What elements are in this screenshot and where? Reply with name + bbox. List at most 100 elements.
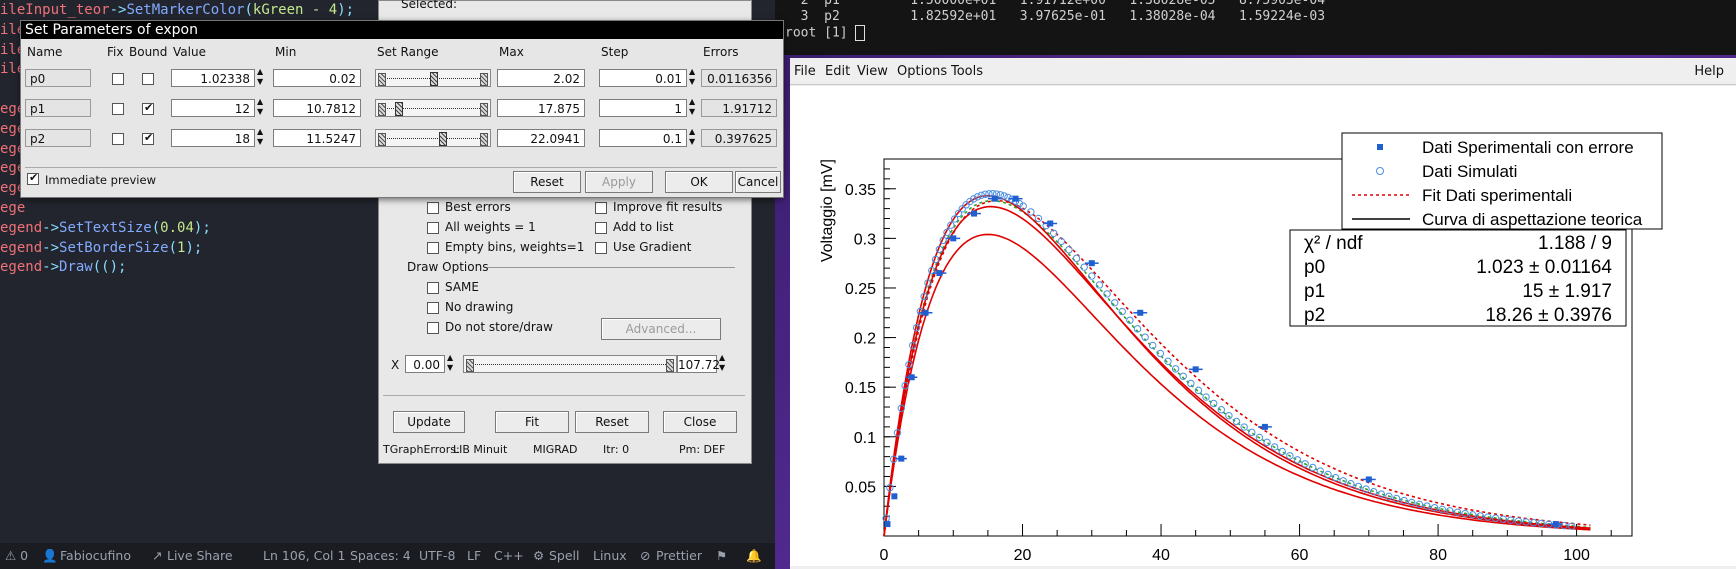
- improve-fit-checkbox[interactable]: [595, 202, 607, 214]
- param-fix-checkbox[interactable]: [112, 103, 124, 115]
- do-not-store-checkbox[interactable]: [427, 322, 439, 334]
- param-max-field[interactable]: 17.875: [497, 99, 585, 117]
- simulated-point: [1034, 214, 1043, 223]
- header-set-range: Set Range: [377, 45, 439, 59]
- immediate-preview-label: Immediate preview: [45, 173, 156, 187]
- dialog-reset-button[interactable]: Reset: [513, 171, 581, 193]
- param-value-spin[interactable]: [256, 127, 267, 147]
- code-token-pre: ege: [0, 120, 26, 137]
- dialog-ok-button[interactable]: OK: [665, 171, 733, 193]
- param-max-field[interactable]: 2.02: [497, 69, 585, 87]
- param-bound-checkbox[interactable]: ✔: [142, 131, 154, 145]
- menu-file[interactable]: File: [794, 64, 816, 79]
- user-icon: 👤: [42, 548, 58, 563]
- indentation[interactable]: Spaces: 4: [350, 548, 411, 563]
- do-not-store-label: Do not store/draw: [445, 320, 553, 334]
- no-drawing-checkbox[interactable]: [427, 302, 439, 314]
- param-step-spin[interactable]: [688, 67, 699, 87]
- dialog-apply-button[interactable]: Apply: [585, 171, 653, 193]
- param-max-field[interactable]: 22.0941: [497, 129, 585, 147]
- param-value-spin[interactable]: [256, 97, 267, 117]
- param-step-field[interactable]: 0.1: [599, 129, 687, 147]
- encoding[interactable]: UTF-8: [419, 548, 456, 563]
- menu-view[interactable]: View: [857, 64, 888, 79]
- simulated-point: [912, 323, 921, 332]
- param-name: p2: [25, 129, 91, 147]
- x-min-spin[interactable]: [446, 353, 457, 373]
- param-step-spin[interactable]: [688, 127, 699, 147]
- param-bound-checkbox[interactable]: [142, 73, 154, 85]
- menu-tools[interactable]: Tools: [951, 64, 984, 79]
- x-range-slider[interactable]: [463, 355, 677, 373]
- terminal[interactable]: 2 p1 1.50000e+01 1.91712e+00 1.38028e-05…: [775, 0, 1736, 55]
- menu-options[interactable]: Options: [897, 64, 948, 79]
- param-fix-checkbox[interactable]: [112, 73, 124, 85]
- no-drawing-label: No drawing: [445, 300, 514, 314]
- param-fix-checkbox[interactable]: [112, 133, 124, 145]
- x-max-field[interactable]: 107.72: [677, 355, 720, 373]
- simulated-point: [973, 193, 982, 201]
- simulated-point: [1015, 199, 1024, 208]
- simulated-point: [1514, 517, 1523, 525]
- add-to-list-checkbox[interactable]: [595, 222, 607, 234]
- param-range-slider[interactable]: [375, 129, 491, 147]
- empty-bins-checkbox[interactable]: [427, 242, 439, 254]
- live-share-button[interactable]: Live Share: [167, 548, 233, 563]
- dialog-cancel-button[interactable]: Cancel: [735, 171, 781, 193]
- update-button[interactable]: Update: [393, 411, 465, 433]
- simulated-point: [1171, 365, 1180, 373]
- param-range-slider[interactable]: [375, 99, 491, 117]
- language-mode[interactable]: C++: [494, 548, 524, 563]
- simulated-point: [1446, 507, 1454, 515]
- x-max-spin[interactable]: [718, 353, 729, 373]
- code-token-pre: egend: [0, 239, 43, 256]
- close-button[interactable]: Close: [663, 411, 737, 433]
- status-graph-type: TGraphErrors:: [383, 443, 460, 456]
- advanced-button[interactable]: Advanced...: [601, 318, 721, 340]
- simulated-point: [1362, 485, 1370, 493]
- param-step-field[interactable]: 1: [599, 99, 687, 117]
- y-tick-label: 0.05: [845, 479, 876, 496]
- param-step-field[interactable]: 0.01: [599, 69, 687, 87]
- notifications-icon[interactable]: 🔔: [746, 548, 762, 563]
- use-gradient-checkbox[interactable]: [595, 242, 607, 254]
- param-value-spin[interactable]: [256, 67, 267, 87]
- code-line: ege: [0, 180, 25, 196]
- simulated-point: [1568, 522, 1576, 530]
- same-checkbox[interactable]: [427, 282, 439, 294]
- experimental-point: [908, 374, 915, 381]
- menu-edit[interactable]: Edit: [825, 64, 851, 79]
- param-min-field[interactable]: 0.02: [273, 69, 361, 87]
- param-range-slider[interactable]: [375, 69, 491, 87]
- fit-button[interactable]: Fit: [495, 411, 569, 433]
- immediate-preview-checkbox[interactable]: ✔: [27, 171, 39, 185]
- end-of-line[interactable]: LF: [467, 548, 482, 563]
- spell-checker[interactable]: Spell: [549, 548, 580, 563]
- user-account[interactable]: Fabiocufino: [60, 548, 131, 563]
- best-errors-checkbox[interactable]: [427, 202, 439, 214]
- simulated-point: [1491, 514, 1500, 522]
- problems-indicator[interactable]: ⚠ 0: [5, 548, 29, 563]
- cursor-position[interactable]: Ln 106, Col 1: [263, 548, 346, 563]
- prettier-status[interactable]: Prettier: [656, 548, 702, 563]
- feedback-icon[interactable]: ⚑: [716, 548, 728, 563]
- x-min-field[interactable]: 0.00: [405, 355, 445, 373]
- os-indicator[interactable]: Linux: [593, 548, 627, 563]
- terminal-row-p2: 3 p2 1.82592e+01 3.97625e-01 1.38028e-04…: [785, 9, 1326, 24]
- param-value-field[interactable]: 12: [171, 99, 255, 117]
- param-bound-checkbox[interactable]: ✔: [142, 101, 154, 115]
- simulated-point: [1179, 372, 1187, 380]
- param-value-field[interactable]: 18: [171, 129, 255, 147]
- param-value-field[interactable]: 1.02338: [171, 69, 255, 87]
- simulated-point: [1232, 417, 1241, 426]
- simulated-point: [958, 205, 966, 213]
- param-step-spin[interactable]: [688, 97, 699, 117]
- all-weights-checkbox[interactable]: [427, 222, 439, 234]
- param-min-field[interactable]: 10.7812: [273, 99, 361, 117]
- param-min-field[interactable]: 11.5247: [273, 129, 361, 147]
- reset-button[interactable]: Reset: [575, 411, 649, 433]
- use-gradient-label: Use Gradient: [613, 240, 692, 254]
- menu-help[interactable]: Help: [1694, 64, 1724, 79]
